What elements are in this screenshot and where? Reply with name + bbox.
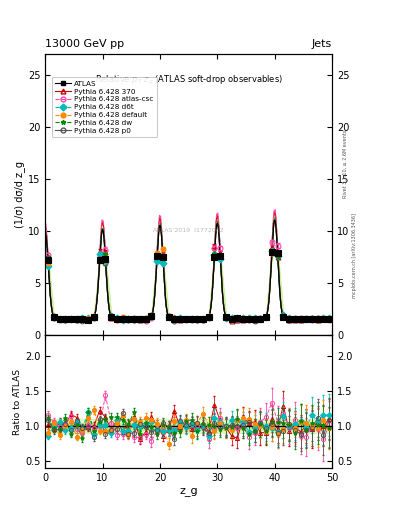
Text: ATLAS‘2019  I1772062: ATLAS‘2019 I1772062 xyxy=(153,228,224,233)
Text: mcplots.cern.ch [arXiv:1306.3436]: mcplots.cern.ch [arXiv:1306.3436] xyxy=(352,214,357,298)
Text: 13000 GeV pp: 13000 GeV pp xyxy=(45,38,124,49)
Text: Jets: Jets xyxy=(312,38,332,49)
Legend: ATLAS, Pythia 6.428 370, Pythia 6.428 atlas-csc, Pythia 6.428 d6t, Pythia 6.428 : ATLAS, Pythia 6.428 370, Pythia 6.428 at… xyxy=(51,77,157,138)
Y-axis label: Ratio to ATLAS: Ratio to ATLAS xyxy=(13,369,22,435)
X-axis label: z_g: z_g xyxy=(179,486,198,496)
Text: Rivet 3.1.10, ≥ 2.6M events: Rivet 3.1.10, ≥ 2.6M events xyxy=(343,130,348,198)
Text: Relative $p_T$ $z_g$ (ATLAS soft-drop observables): Relative $p_T$ $z_g$ (ATLAS soft-drop ob… xyxy=(95,73,283,87)
Y-axis label: (1/σ) dσ/d z_g: (1/σ) dσ/d z_g xyxy=(14,161,25,228)
